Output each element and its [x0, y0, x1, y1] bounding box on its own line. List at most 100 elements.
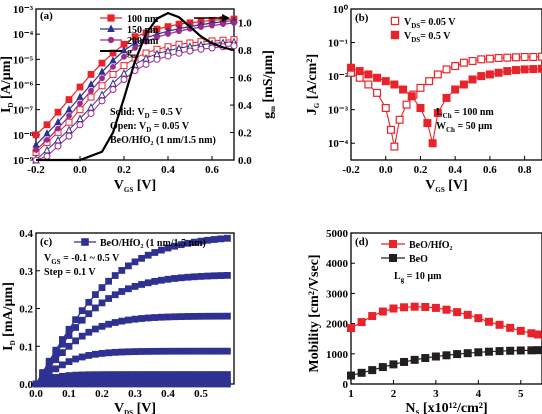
open-point	[153, 55, 161, 63]
y-tick-label-d: 0	[343, 379, 349, 391]
open-point	[65, 132, 73, 140]
x-tick-label-c: 0.5	[194, 388, 208, 400]
data-point	[98, 350, 106, 357]
data-point	[78, 332, 86, 340]
data-point	[144, 371, 152, 378]
data-point	[389, 360, 398, 369]
y-tick-label-d: 4000	[326, 258, 349, 270]
data-point	[516, 326, 525, 335]
data-point	[184, 371, 192, 378]
data-point	[381, 77, 390, 86]
data-point	[217, 312, 225, 320]
data-point	[463, 349, 472, 358]
data-point	[210, 272, 218, 280]
data-point	[210, 376, 218, 384]
data-point	[91, 304, 99, 312]
data-point	[533, 346, 542, 355]
data-point	[58, 372, 66, 380]
data-point	[171, 242, 179, 250]
data-point	[144, 347, 152, 355]
solid-point	[209, 22, 215, 29]
data-point	[210, 371, 218, 378]
x-axis-title-b: VGS​ [V]	[425, 178, 467, 194]
legend-marker	[107, 14, 115, 22]
x-tick-label-c: 0.4	[161, 388, 175, 400]
x-tick-label-b: 0.8	[518, 164, 532, 176]
data-point	[224, 347, 231, 355]
data-point	[191, 312, 198, 320]
data-point	[78, 371, 86, 379]
data-point	[72, 355, 80, 363]
data-point	[177, 313, 185, 321]
data-point	[468, 75, 477, 84]
data-point	[118, 317, 126, 325]
x-tick-label-a: 0.4	[161, 164, 175, 176]
data-point	[111, 272, 119, 279]
data-point	[442, 93, 451, 102]
data-point	[511, 66, 520, 75]
solid-point	[132, 45, 138, 51]
plot-frame-d	[350, 232, 542, 385]
open-point	[98, 97, 106, 105]
data-point	[124, 262, 132, 270]
data-point	[72, 371, 80, 379]
data-point	[91, 376, 99, 384]
legend-marker	[389, 240, 398, 249]
data-point	[138, 371, 146, 378]
y-tick-label-c: 0.2	[19, 304, 33, 316]
open-point	[120, 62, 128, 70]
data-point	[78, 316, 86, 324]
data-point	[224, 312, 231, 320]
data-point	[381, 103, 390, 112]
y-tick-label-a: 10⁻³	[13, 4, 34, 16]
solid-point	[32, 131, 40, 139]
data-point	[217, 371, 225, 378]
series-c-2	[32, 371, 231, 388]
data-point	[85, 376, 93, 384]
y-tick-label-d: 5000	[326, 228, 349, 240]
data-point	[177, 371, 185, 378]
data-point	[463, 310, 472, 319]
open-point	[87, 93, 95, 101]
solid-point	[54, 108, 62, 116]
x-tick-label-b: 0.4	[448, 164, 462, 176]
data-point	[131, 348, 139, 355]
data-point	[210, 312, 218, 320]
data-point	[164, 347, 172, 355]
data-point	[378, 363, 387, 372]
data-point	[484, 317, 493, 326]
data-point	[197, 371, 205, 378]
data-point	[503, 53, 512, 62]
data-point	[402, 100, 411, 109]
x-tick-label-d: 3	[433, 388, 439, 400]
data-point	[105, 320, 113, 328]
data-point	[537, 52, 542, 61]
data-point	[494, 68, 503, 77]
data-point	[91, 371, 99, 379]
data-point	[459, 80, 468, 89]
data-point	[386, 125, 395, 134]
annotation-b: LCh​ = 100 nm	[436, 107, 494, 120]
data-point	[164, 371, 172, 378]
data-point	[138, 348, 146, 355]
data-point	[98, 371, 106, 379]
data-point	[431, 352, 440, 361]
data-point	[105, 349, 113, 357]
data-point	[138, 376, 146, 384]
data-point	[151, 347, 159, 355]
data-point	[368, 312, 377, 321]
data-point	[410, 302, 419, 311]
data-point	[144, 314, 152, 322]
data-point	[118, 267, 126, 274]
data-point	[453, 350, 462, 359]
data-point	[164, 376, 172, 384]
y-tick-label-d: 3000	[326, 288, 349, 300]
data-point	[204, 371, 212, 378]
y-tick-label-c: 0.0	[19, 379, 33, 391]
data-point	[474, 314, 483, 323]
data-point	[105, 376, 113, 384]
legend-label: 150 nm	[127, 25, 159, 36]
data-point	[357, 318, 366, 327]
data-point	[124, 376, 132, 384]
data-point	[58, 349, 66, 356]
